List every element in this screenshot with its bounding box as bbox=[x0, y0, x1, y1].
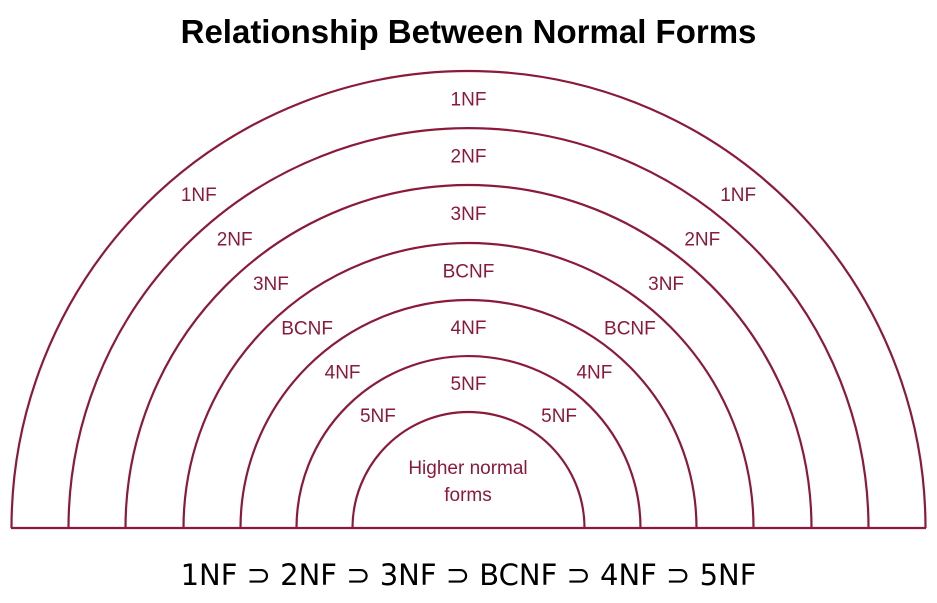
ring-label-4nf-top: 4NF bbox=[451, 318, 487, 339]
core-label-line2: forms bbox=[444, 485, 492, 506]
ring-arc-1 bbox=[67, 126, 870, 529]
ring-label-5nf-right: 5NF bbox=[541, 406, 577, 427]
ring-label-2nf-right: 2NF bbox=[684, 229, 720, 250]
ring-label-1nf-right: 1NF bbox=[720, 185, 756, 206]
ring-label-1nf-top: 1NF bbox=[451, 90, 487, 111]
ring-arc-0 bbox=[10, 69, 927, 529]
ring-label-3nf-top: 3NF bbox=[451, 204, 487, 225]
ring-arc-2 bbox=[124, 183, 813, 529]
ring-arc-4 bbox=[239, 298, 698, 529]
ring-label-5nf-top: 5NF bbox=[451, 374, 487, 395]
ring-label-3nf-right: 3NF bbox=[648, 274, 684, 295]
ring-arc-5 bbox=[295, 354, 642, 529]
core-label-line1: Higher normal bbox=[408, 458, 527, 479]
ring-label-2nf-top: 2NF bbox=[451, 147, 487, 168]
ring-label-bcnf-top: BCNF bbox=[443, 262, 495, 283]
ring-label-4nf-left: 4NF bbox=[325, 363, 361, 384]
ring-label-2nf-left: 2NF bbox=[217, 229, 253, 250]
ring-label-5nf-left: 5NF bbox=[360, 406, 396, 427]
ring-label-4nf-right: 4NF bbox=[576, 363, 612, 384]
ring-arc-3 bbox=[182, 241, 755, 529]
rings-layer bbox=[10, 69, 927, 529]
labels-layer: 1NF 1NF 1NF 2NF 2NF 2NF 3NF 3NF 3NF BCNF BCNF BCNF 4… bbox=[181, 90, 756, 428]
hierarchy-formula: 1NF ⊃ 2NF ⊃ 3NF ⊃ BCNF ⊃ 4NF ⊃ 5NF bbox=[180, 558, 757, 592]
ring-label-3nf-left: 3NF bbox=[253, 274, 289, 295]
ring-label-1nf-left: 1NF bbox=[181, 185, 217, 206]
ring-label-bcnf-left: BCNF bbox=[281, 319, 333, 340]
ring-label-bcnf-right: BCNF bbox=[604, 319, 656, 340]
ring-arc-6 bbox=[351, 410, 586, 529]
page-title: Relationship Between Normal Forms bbox=[180, 13, 757, 50]
